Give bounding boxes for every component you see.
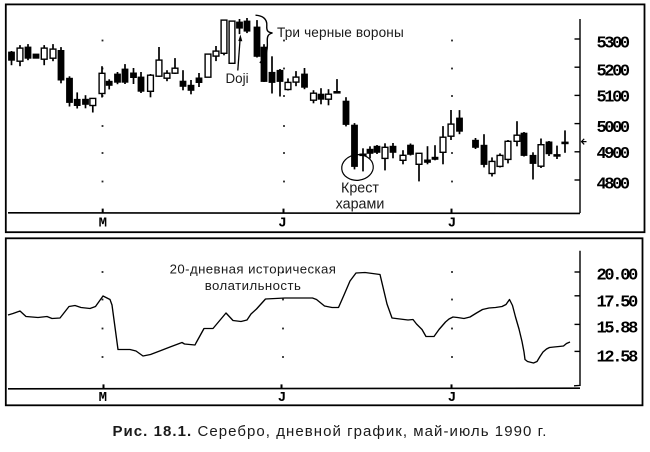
svg-text:волатильность: волатильность bbox=[205, 278, 302, 293]
svg-text:15.88: 15.88 bbox=[597, 319, 639, 338]
svg-text:M: M bbox=[99, 390, 107, 406]
svg-text:5300: 5300 bbox=[597, 34, 630, 53]
svg-text:J: J bbox=[448, 390, 456, 406]
svg-text:Три черные вороны: Три черные вороны bbox=[277, 25, 404, 40]
svg-text:5200: 5200 bbox=[597, 63, 630, 82]
svg-text:M: M bbox=[99, 216, 107, 232]
svg-text:Крест: Крест bbox=[341, 181, 379, 197]
svg-text:5100: 5100 bbox=[597, 89, 630, 108]
svg-text:4800: 4800 bbox=[597, 175, 630, 194]
svg-text:Рис. 18.1. Серебро, дневной гр: Рис. 18.1. Серебро, дневной график, май-… bbox=[112, 423, 547, 440]
svg-text:12.58: 12.58 bbox=[597, 349, 639, 368]
svg-text:17.50: 17.50 bbox=[597, 294, 639, 313]
svg-text:J: J bbox=[278, 390, 286, 406]
svg-text:4900: 4900 bbox=[597, 145, 630, 164]
svg-text:5000: 5000 bbox=[597, 119, 630, 138]
svg-text:J: J bbox=[448, 216, 456, 232]
svg-text:20.00: 20.00 bbox=[597, 266, 639, 285]
svg-text:J: J bbox=[278, 216, 286, 232]
svg-text:20-дневная историческая: 20-дневная историческая bbox=[170, 262, 337, 277]
svg-text:харами: харами bbox=[336, 197, 385, 213]
svg-text:Doji: Doji bbox=[226, 71, 249, 86]
